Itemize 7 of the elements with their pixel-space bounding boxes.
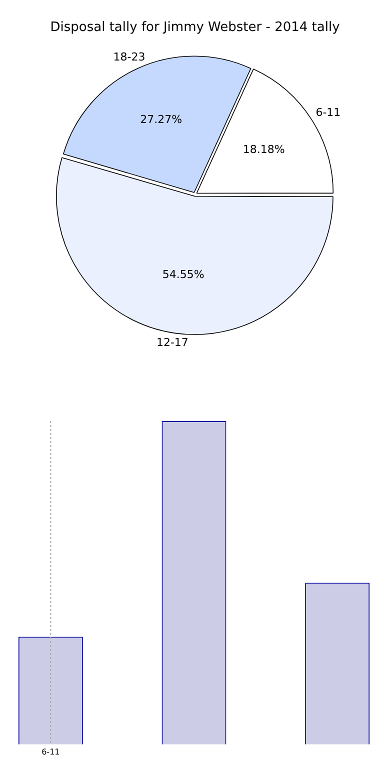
chart-title: Disposal tally for Jimmy Webster - 2014 tally bbox=[50, 20, 340, 36]
slice-label: 18-23 bbox=[113, 50, 146, 64]
slice-label: 6-11 bbox=[316, 106, 341, 119]
slice-label: 12-17 bbox=[156, 336, 188, 349]
data-label: 27.27% bbox=[140, 112, 182, 126]
data-label: 18.18% bbox=[242, 142, 285, 156]
data-label: 54.55% bbox=[162, 268, 204, 282]
